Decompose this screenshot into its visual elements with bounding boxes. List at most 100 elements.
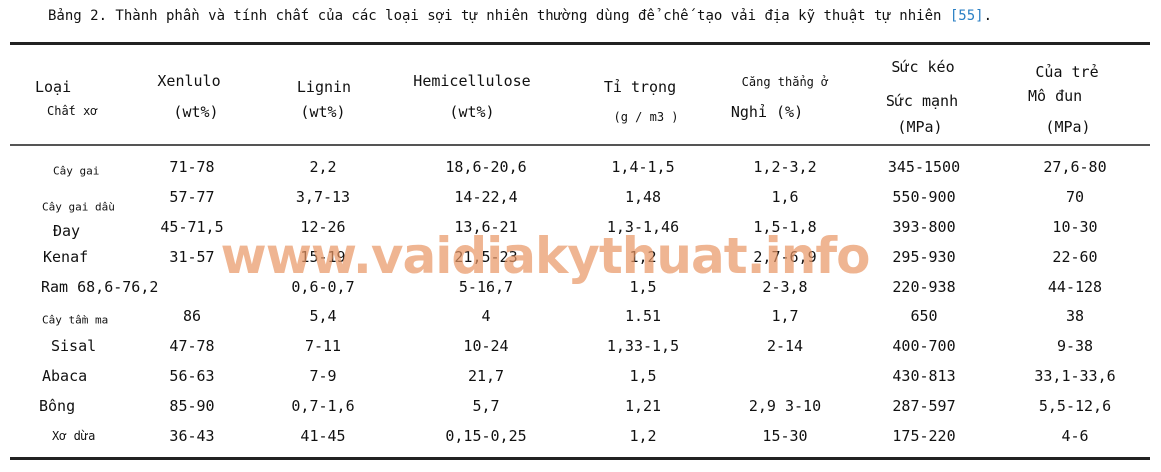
header-fiber: Loại bbox=[35, 78, 72, 96]
cell-fiber: Cây gai dầu bbox=[42, 200, 115, 214]
cell-strain: 2,9 3-10 bbox=[748, 397, 822, 415]
cell-modulus: 70 bbox=[1065, 188, 1085, 206]
cell-cellulose: 31-57 bbox=[169, 248, 215, 266]
header-density-unit: (g / m3 ) bbox=[613, 110, 679, 124]
cell-strength: 345-1500 bbox=[887, 158, 961, 176]
header-cellulose-unit: (wt%) bbox=[173, 103, 219, 121]
cell-lignin: 15-19 bbox=[300, 248, 346, 266]
cell-lignin: 2,2 bbox=[309, 158, 337, 176]
cell-strength: 430-813 bbox=[892, 367, 956, 385]
cell-fiber: Ram 68,6-76,2 bbox=[41, 278, 159, 296]
header-strength-unit: (MPa) bbox=[897, 118, 943, 136]
cell-strength: 175-220 bbox=[892, 427, 956, 445]
cell-hemicellulose: 10-24 bbox=[463, 337, 509, 355]
cell-modulus: 33,1-33,6 bbox=[1034, 367, 1116, 385]
cell-lignin: 7-9 bbox=[309, 367, 337, 385]
cell-modulus: 22-60 bbox=[1052, 248, 1098, 266]
reference-link[interactable]: [55] bbox=[949, 8, 984, 24]
cell-lignin: 3,7-13 bbox=[295, 188, 351, 206]
cell-density: 1,3-1,46 bbox=[606, 218, 680, 236]
cell-lignin: 41-45 bbox=[300, 427, 346, 445]
cell-density: 1,5 bbox=[629, 278, 657, 296]
header-modulus-unit: (MPa) bbox=[1045, 118, 1091, 136]
cell-density: 1,2 bbox=[629, 427, 657, 445]
cell-hemicellulose: 4 bbox=[481, 307, 491, 325]
cell-strain: 1,5-1,8 bbox=[753, 218, 817, 236]
header-modulus: Của trẻ bbox=[1035, 63, 1099, 81]
cell-strength: 393-800 bbox=[892, 218, 956, 236]
table-bottom-rule bbox=[10, 457, 1150, 460]
header-lignin-unit: (wt%) bbox=[300, 103, 346, 121]
cell-strength: 287-597 bbox=[892, 397, 956, 415]
cell-hemicellulose: 21,5-23 bbox=[454, 248, 518, 266]
cell-hemicellulose: 0,15-0,25 bbox=[445, 427, 527, 445]
header-strength: Sức kéo bbox=[891, 58, 955, 76]
cell-cellulose: 36-43 bbox=[169, 427, 215, 445]
cell-strain: 2-14 bbox=[766, 337, 804, 355]
cell-density: 1,33-1,5 bbox=[606, 337, 680, 355]
cell-lignin: 7-11 bbox=[304, 337, 342, 355]
cell-cellulose: 45-71,5 bbox=[160, 218, 224, 236]
cell-strain: 2,7-6,9 bbox=[753, 248, 817, 266]
cell-modulus: 9-38 bbox=[1056, 337, 1094, 355]
header-strain: Căng thẳng ở bbox=[741, 75, 829, 89]
cell-lignin: 5,4 bbox=[309, 307, 337, 325]
header-hemicellulose: Hemicellulose bbox=[413, 72, 531, 90]
cell-hemicellulose: 21,7 bbox=[467, 367, 505, 385]
cell-fiber: Bông bbox=[39, 397, 76, 415]
cell-modulus: 38 bbox=[1065, 307, 1085, 325]
cell-modulus: 10-30 bbox=[1052, 218, 1098, 236]
cell-cellulose: 86 bbox=[182, 307, 202, 325]
cell-hemicellulose: 5-16,7 bbox=[458, 278, 514, 296]
header-strength-sub: Sức mạnh bbox=[885, 92, 959, 110]
cell-density: 1,21 bbox=[624, 397, 662, 415]
cell-density: 1,2 bbox=[629, 248, 657, 266]
cell-strength: 550-900 bbox=[892, 188, 956, 206]
cell-density: 1,5 bbox=[629, 367, 657, 385]
cell-hemicellulose: 5,7 bbox=[472, 397, 500, 415]
cell-density: 1,4-1,5 bbox=[611, 158, 675, 176]
cell-strain: 1,7 bbox=[771, 307, 799, 325]
cell-strain: 1,6 bbox=[771, 188, 799, 206]
cell-fiber: Đay bbox=[53, 222, 81, 240]
cell-cellulose: 57-77 bbox=[169, 188, 215, 206]
cell-density: 1,48 bbox=[624, 188, 662, 206]
cell-modulus: 5,5-12,6 bbox=[1038, 397, 1112, 415]
cell-strain: 15-30 bbox=[762, 427, 808, 445]
cell-hemicellulose: 13,6-21 bbox=[454, 218, 518, 236]
cell-fiber: Sisal bbox=[51, 337, 97, 355]
table-caption: Bảng 2. Thành phần và tính chất của các … bbox=[48, 8, 993, 24]
cell-fiber: Cây gai bbox=[53, 164, 100, 178]
header-fiber-sub: Chất xơ bbox=[47, 104, 98, 118]
cell-fiber: Cây tầm ma bbox=[42, 313, 109, 327]
cell-lignin: 0,6-0,7 bbox=[291, 278, 355, 296]
header-hemicellulose-unit: (wt%) bbox=[449, 103, 495, 121]
cell-hemicellulose: 18,6-20,6 bbox=[445, 158, 527, 176]
header-modulus-sub: Mô đun bbox=[1028, 87, 1083, 105]
cell-strength: 400-700 bbox=[892, 337, 956, 355]
header-strain-sub: Nghỉ (%) bbox=[730, 103, 804, 121]
cell-modulus: 44-128 bbox=[1047, 278, 1103, 296]
cell-strength: 220-938 bbox=[892, 278, 956, 296]
cell-strength: 295-930 bbox=[892, 248, 956, 266]
cell-lignin: 0,7-1,6 bbox=[291, 397, 355, 415]
header-density: Tỉ trọng bbox=[603, 78, 677, 96]
cell-hemicellulose: 14-22,4 bbox=[454, 188, 518, 206]
cell-cellulose: 85-90 bbox=[169, 397, 215, 415]
cell-strain: 2-3,8 bbox=[762, 278, 808, 296]
cell-strain: 1,2-3,2 bbox=[753, 158, 817, 176]
cell-strength: 650 bbox=[910, 307, 938, 325]
cell-cellulose: 71-78 bbox=[169, 158, 215, 176]
cell-modulus: 4-6 bbox=[1061, 427, 1089, 445]
header-bottom-rule bbox=[10, 144, 1150, 146]
table-top-rule bbox=[10, 42, 1150, 45]
header-lignin: Lignin bbox=[296, 78, 352, 96]
cell-modulus: 27,6-80 bbox=[1043, 158, 1107, 176]
cell-lignin: 12-26 bbox=[300, 218, 346, 236]
cell-cellulose: 47-78 bbox=[169, 337, 215, 355]
cell-density: 1.51 bbox=[624, 307, 662, 325]
cell-fiber: Kenaf bbox=[43, 248, 89, 266]
cell-fiber: Abaca bbox=[42, 367, 88, 385]
cell-cellulose: 56-63 bbox=[169, 367, 215, 385]
cell-fiber: Xơ dừa bbox=[52, 429, 96, 443]
